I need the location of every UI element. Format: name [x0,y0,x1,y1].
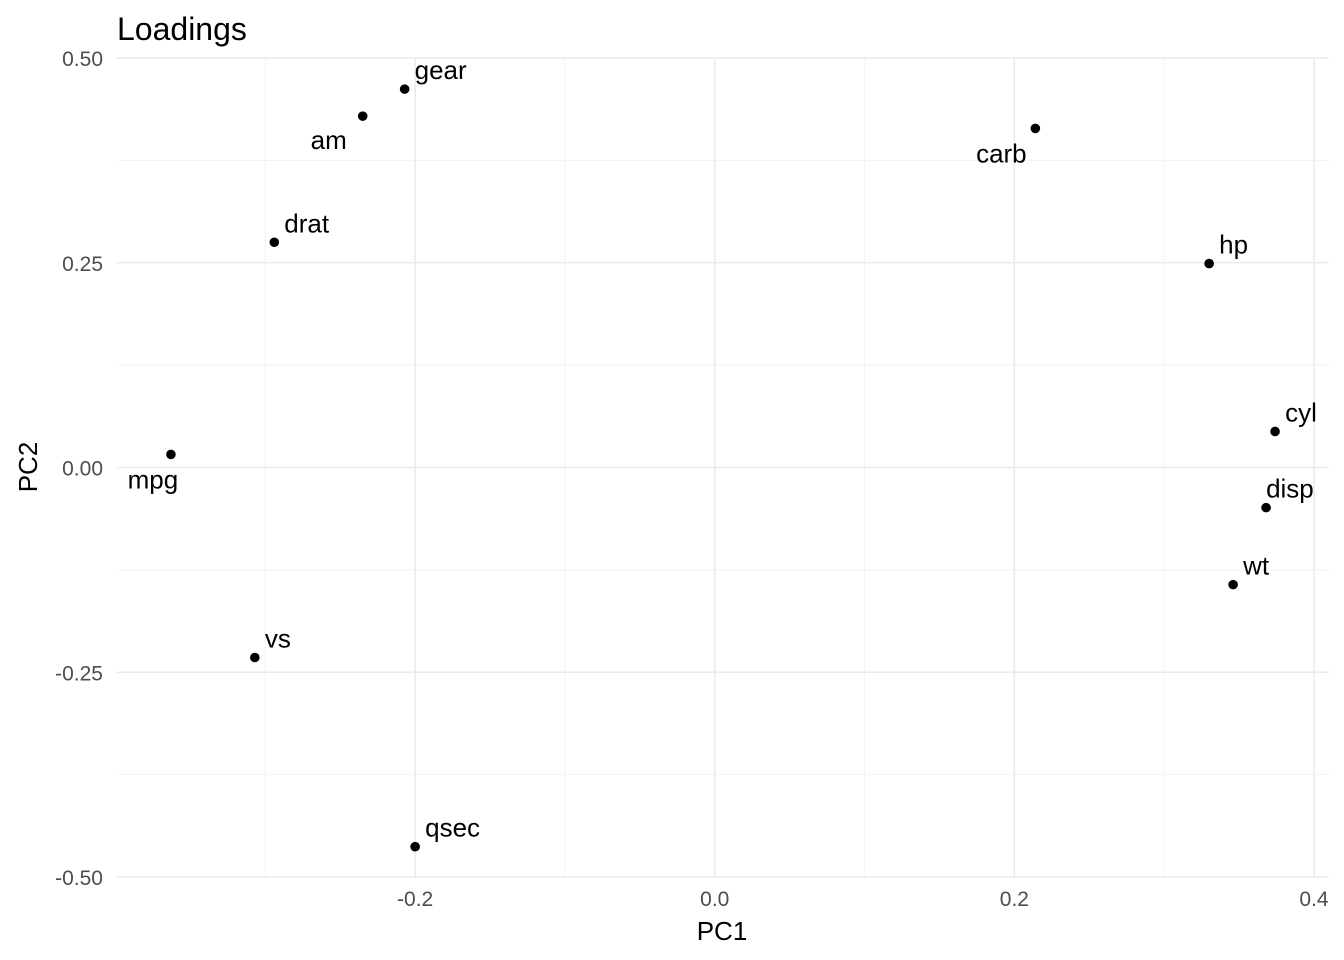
point-label-carb: carb [976,138,1027,168]
tick-labels: -0.2 0.0 0.2 0.4 -0.50 -0.25 0.00 0.25 0.50 [55,48,1329,911]
point-wt [1228,579,1238,590]
point-vs [250,652,260,663]
point-label-cyl: cyl [1285,397,1317,427]
point-hp [1204,258,1214,269]
major-gridlines [117,57,1329,878]
point-label-wt: wt [1242,551,1270,581]
point-labels: mpg cyl disp hp drat wt qsec vs am gear carb [128,55,1317,843]
y-tick-label: 0.50 [62,48,103,71]
y-tick-label: 0.00 [62,458,103,481]
minor-gridlines [117,58,1329,877]
y-axis-title: PC2 [13,442,43,493]
point-cyl [1270,426,1280,437]
x-tick-label: -0.2 [397,888,433,911]
point-drat [269,237,280,248]
y-tick-label: 0.25 [62,253,103,276]
point-am [357,111,368,121]
point-mpg [166,449,176,460]
point-label-mpg: mpg [128,464,179,494]
x-tick-label: 0.4 [1299,888,1329,911]
point-label-gear: gear [415,55,467,85]
point-label-drat: drat [284,208,330,238]
point-label-vs: vs [265,624,291,654]
point-label-disp: disp [1266,474,1314,504]
point-label-hp: hp [1219,230,1248,260]
point-carb [1030,123,1041,134]
y-tick-label: -0.25 [55,662,103,685]
data-points [166,84,1280,852]
x-axis-title: PC1 [697,916,748,946]
point-disp [1261,502,1271,513]
point-label-qsec: qsec [425,813,480,843]
y-tick-label: -0.50 [55,867,103,890]
point-qsec [410,841,420,852]
point-gear [399,84,410,94]
chart-title: Loadings [117,11,247,47]
x-tick-label: 0.0 [700,888,729,911]
point-label-am: am [311,125,347,155]
x-tick-label: 0.2 [1000,888,1029,911]
